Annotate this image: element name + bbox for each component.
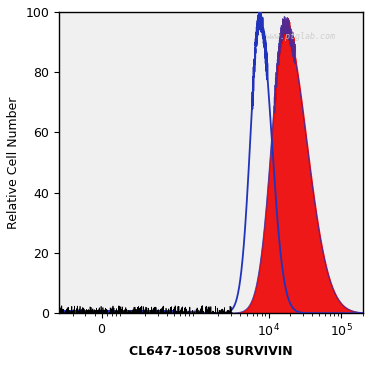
X-axis label: CL647-10508 SURVIVIN: CL647-10508 SURVIVIN [129, 345, 293, 358]
Text: www.ptglab.com: www.ptglab.com [266, 32, 336, 41]
Y-axis label: Relative Cell Number: Relative Cell Number [7, 96, 20, 229]
